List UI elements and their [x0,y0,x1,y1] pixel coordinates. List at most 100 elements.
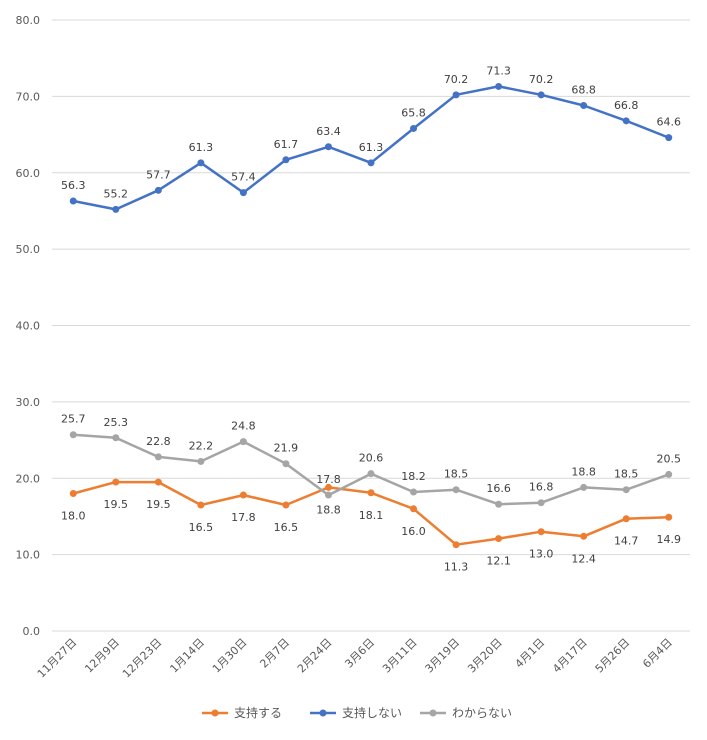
data-label: 25.3 [104,416,129,429]
y-tick-label: 80.0 [16,14,41,27]
data-point [537,528,545,536]
data-point [452,91,460,99]
x-tick-label: 1月30日 [210,636,250,676]
x-tick-label: 4月17日 [550,636,590,676]
data-label: 14.7 [614,535,639,548]
y-tick-label: 20.0 [16,472,41,485]
legend-marker [319,709,327,717]
data-point [69,197,77,205]
data-point [112,478,120,486]
x-tick-label: 6月4日 [640,636,675,671]
y-tick-label: 70.0 [16,90,41,103]
data-label: 61.3 [189,141,214,154]
data-point [367,159,375,167]
data-point [197,159,205,167]
data-point [154,478,162,486]
x-tick-label: 2月7日 [257,636,292,671]
data-label: 70.2 [444,73,469,86]
data-label: 21.9 [274,442,299,455]
data-label: 18.1 [359,509,384,522]
data-point [622,117,630,125]
legend-item[interactable]: 支持する [202,705,282,720]
data-point [580,532,588,540]
legend-marker [429,709,437,717]
x-tick-label: 2月24日 [295,636,335,676]
x-tick-label: 3月19日 [423,636,463,676]
legend-label: わからない [452,706,512,720]
data-label: 16.5 [189,521,214,534]
data-point [665,470,673,478]
legend-label: 支持しない [342,705,402,720]
gridlines [52,19,690,632]
data-label: 64.6 [656,116,681,129]
data-point [282,156,290,164]
data-label: 11.3 [444,561,469,574]
data-point [69,490,77,498]
legend-item[interactable]: わからない [420,706,512,720]
data-point [622,486,630,494]
data-point [282,501,290,509]
data-point [665,513,673,521]
data-label: 16.5 [274,521,299,534]
y-tick-label: 0.0 [23,625,41,638]
y-tick-label: 40.0 [16,320,41,333]
data-point [154,186,162,194]
data-label: 12.4 [571,552,596,565]
data-label: 18.8 [316,503,341,516]
data-point [495,535,503,543]
data-label: 61.3 [359,141,384,154]
data-label: 71.3 [486,64,511,77]
y-tick-label: 30.0 [16,396,41,409]
data-label: 16.6 [486,482,511,495]
data-label: 61.7 [274,138,299,151]
legend-label: 支持する [234,705,282,720]
x-tick-label: 11月27日 [35,636,80,681]
data-point [324,143,332,151]
data-label: 24.8 [231,420,256,433]
data-point [537,91,545,99]
data-point [239,189,247,197]
data-label: 17.8 [316,473,341,486]
data-label: 57.7 [146,168,171,181]
data-point [410,488,418,496]
data-label: 22.8 [146,435,171,448]
data-label: 17.8 [231,511,256,524]
legend-marker [211,709,219,717]
data-label: 63.4 [316,125,341,138]
data-point [580,483,588,491]
data-label: 18.5 [444,468,469,481]
data-label: 55.2 [104,187,129,200]
data-label: 14.9 [656,533,681,546]
data-label: 18.5 [614,468,639,481]
data-point [495,82,503,90]
data-label: 70.2 [529,73,554,86]
data-label: 56.3 [61,179,86,192]
data-point [665,134,673,142]
data-point [495,500,503,508]
data-label: 65.8 [401,106,426,119]
data-label: 66.8 [614,99,639,112]
y-tick-label: 60.0 [16,167,41,180]
data-label: 16.0 [401,525,426,538]
data-point [239,438,247,446]
data-point [367,489,375,497]
data-label: 18.2 [401,470,426,483]
legend[interactable]: 支持する 支持しない わからない [202,705,512,720]
series-layer [69,82,673,549]
y-tick-label: 10.0 [16,549,41,562]
data-label: 16.8 [529,481,554,494]
legend-item[interactable]: 支持しない [310,705,402,720]
x-tick-label: 4月1日 [513,636,548,671]
data-point [282,460,290,468]
x-tick-label: 3月11日 [380,636,420,676]
data-label: 25.7 [61,413,86,426]
x-tick-label: 3月20日 [465,636,505,676]
data-point [452,541,460,549]
data-point [197,501,205,509]
data-point [69,431,77,439]
data-label: 19.5 [146,498,171,511]
x-tick-label: 1月14日 [167,636,207,676]
data-label: 20.6 [359,452,384,465]
y-axis-ticks: 0.0 10.0 20.0 30.0 40.0 50.0 60.0 70.0 80.0 [16,14,41,638]
